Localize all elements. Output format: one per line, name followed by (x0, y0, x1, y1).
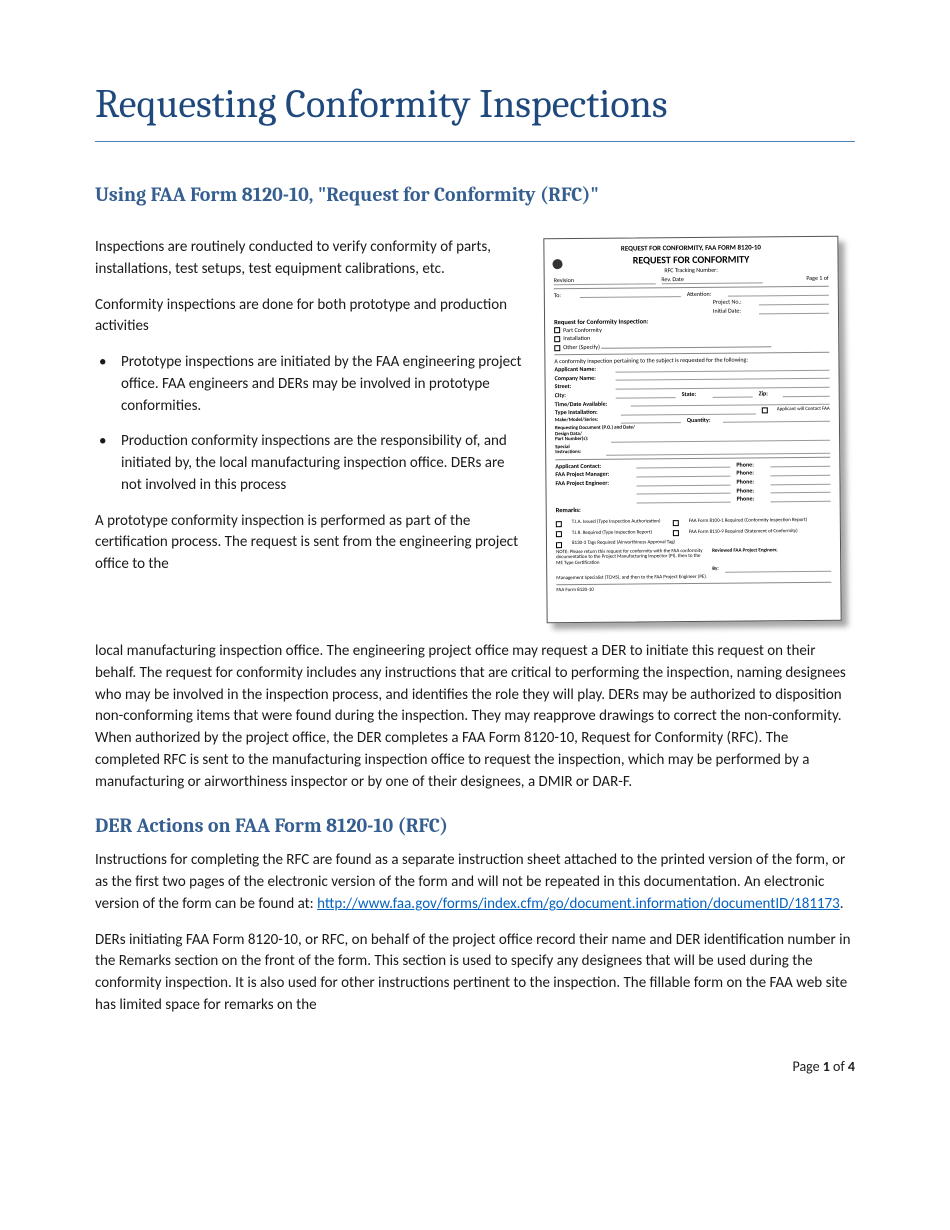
paragraph-2a: Instructions for completing the RFC are … (95, 850, 855, 915)
form-url-link[interactable]: http://www.faa.gov/forms/index.cfm/go/do… (317, 895, 840, 913)
form-instructions: Instructions: (555, 450, 600, 456)
form-revdate: Rev. Date (661, 276, 763, 284)
form-appname: Applicant Name: (554, 366, 609, 373)
form-image-column: REQUEST FOR CONFORMITY, FAA FORM 8120-10… (545, 237, 855, 637)
form-faapm: FAA Project Manager: (555, 471, 630, 478)
form-part: Part Number(s): (555, 437, 605, 443)
form-to: To: (554, 292, 574, 299)
form-cb1: Part Conformity (563, 326, 602, 334)
form-81001: FAA Form 8100-1 Required (Conformity Ins… (689, 518, 807, 526)
page-footer: Page 1 of 4 (95, 1057, 855, 1077)
left-text-column: Inspections are routinely conducted to v… (95, 237, 525, 576)
form-attention: Attention: (687, 291, 722, 298)
section-heading-2: DER Actions on FAA Form 8120-10 (RFC) (95, 811, 855, 840)
form-formno: FAA Form 8120-10 (556, 586, 831, 594)
form-81009: FAA Form 8110-9 Required (Statement of C… (689, 529, 798, 537)
form-phone: Phone: (737, 496, 765, 503)
footer-prefix: Page (793, 1058, 823, 1075)
bullet-list: Prototype inspections are initiated by t… (95, 352, 525, 497)
period: . (840, 895, 844, 913)
form-street: Street: (555, 383, 610, 390)
bullet-item: Production conformity inspections are th… (121, 431, 525, 496)
wrap-paragraph-start: A prototype conformity inspection is per… (95, 511, 525, 576)
page-title: Requesting Conformity Inspections (95, 75, 855, 142)
form-revision: Revision (554, 277, 656, 285)
wrap-paragraph-end: local manufacturing inspection office. T… (95, 641, 855, 793)
footer-of: of (830, 1058, 848, 1075)
footer-total: 4 (848, 1058, 855, 1075)
form-subtitle: RFC Tracking Number: (554, 265, 829, 274)
form-state: State: (682, 391, 707, 398)
form-subject: A conformity inspection pertaining to th… (554, 355, 829, 364)
form-page: Page 1 of (769, 275, 829, 283)
form-phone: Phone: (736, 478, 764, 485)
intro-paragraph-1: Inspections are routinely conducted to v… (95, 237, 525, 281)
form-header: REQUEST FOR CONFORMITY, FAA FORM 8120-10 (553, 243, 828, 253)
footer-page-num: 1 (823, 1058, 830, 1075)
form-phone: Phone: (736, 470, 764, 477)
form-timedate: Time/Date Available: (555, 400, 625, 407)
faa-logo-icon (553, 259, 563, 269)
form-by: By: (712, 567, 719, 573)
form-phone: Phone: (737, 487, 765, 494)
form-tir: T.I.R. Required (Type Inspection Report) (572, 530, 667, 537)
form-title: REQUEST FOR CONFORMITY (553, 252, 828, 265)
form-compname: Company Name: (555, 374, 610, 381)
form-cb2: Installation (563, 334, 590, 342)
form-phone: Phone: (736, 461, 764, 468)
form-note: NOTE: Please return this request for con… (556, 549, 706, 567)
form-initdate: Initial Date: (713, 308, 753, 315)
form-model: Make/Model/Series: (555, 417, 615, 424)
form-tia: T.I.A. Issued (Type Inspection Authoriza… (572, 519, 667, 526)
form-appcontact: Applicant Contact: (555, 462, 630, 469)
bullet-item: Prototype inspections are initiated by t… (121, 352, 525, 417)
form-city: City: (555, 392, 610, 399)
form-qty: Quantity: (687, 417, 717, 424)
paragraph-2b: DERs initiating FAA Form 8120-10, or RFC… (95, 930, 855, 1017)
form-mockup: REQUEST FOR CONFORMITY, FAA FORM 8120-10… (543, 236, 841, 624)
form-cb3: Other (Specify) (563, 343, 600, 351)
form-typeinst: Type Installation: (555, 409, 615, 416)
form-tags: 8130-3 Tags Required (Airworthiness Appr… (572, 540, 675, 547)
form-mgmt: Management Specialist (TCMS), and then t… (556, 574, 831, 582)
intro-paragraph-2: Conformity inspections are done for both… (95, 295, 525, 339)
form-contact: Applicant will Contact FAA (777, 407, 830, 414)
form-reviewed: Reviewed FAA Project Engineer, (712, 548, 778, 565)
form-zip: Zip: (759, 390, 777, 397)
form-faape: FAA Project Engineer: (555, 480, 630, 487)
form-remarks: Remarks: (556, 505, 831, 515)
section-heading-1: Using FAA Form 8120-10, "Request for Con… (95, 180, 855, 209)
form-projno: Project No.: (713, 299, 753, 306)
